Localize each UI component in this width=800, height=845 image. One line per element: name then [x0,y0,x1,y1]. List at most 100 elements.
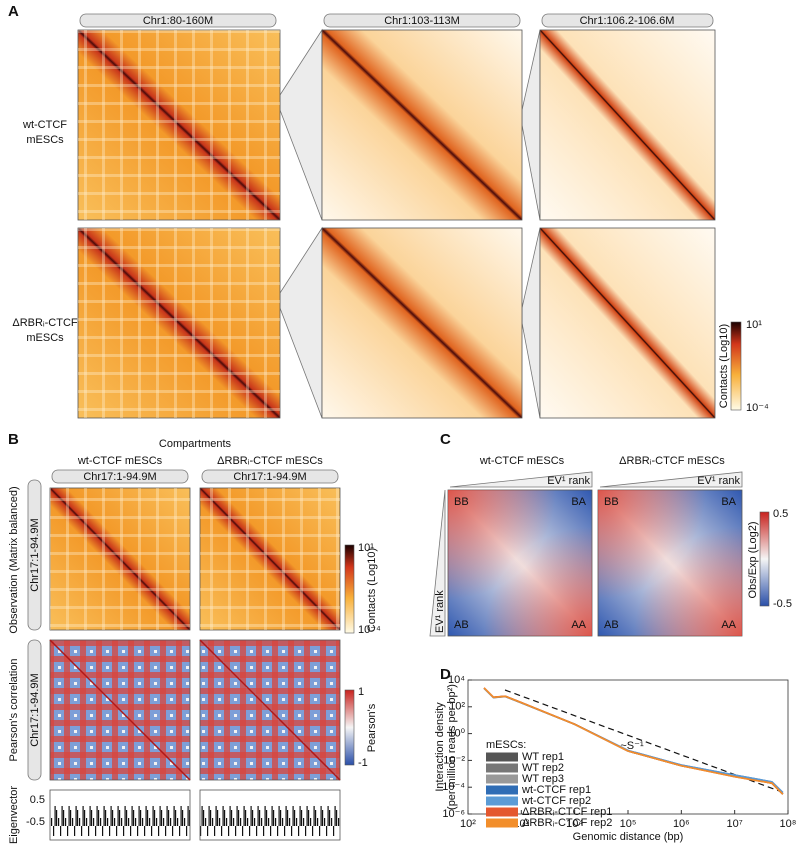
panel-c-maps [429,471,770,637]
y-tick-label: 10⁻⁶ [442,808,465,820]
corner-label: BB [454,496,469,508]
header-pill [201,469,339,484]
legend-label: wt-CTCF rep1 [521,784,591,796]
header-pill [27,639,42,781]
eigenvector-track [49,789,191,841]
y-tick-label: 10⁴ [448,674,465,686]
legend-swatch [486,796,518,806]
legend-label: wt-CTCF rep2 [521,795,591,807]
heatmap [539,29,716,221]
corner-label: AB [604,619,619,631]
heatmap-texture [200,488,340,630]
region-header: Chr17:1-94.9M [233,471,306,483]
series-line [483,687,784,795]
row-label: mESCs [26,332,64,344]
row-label: Observation (Matrix balanced) [8,486,20,633]
rank-wedge [599,471,743,488]
legend-swatch [486,752,518,762]
legend-label: ΔRBRᵢ-CTCF rep1 [522,806,612,818]
eigenvector-track [199,789,341,841]
header-pill [541,13,714,28]
rank-label: EV¹ rank [547,475,590,487]
colorbar-tick: 10⁻⁴ [358,624,381,636]
zoom-connector [279,28,323,221]
x-tick-label: 10⁵ [620,818,637,830]
region-header: Chr17:1-94.9M [83,471,156,483]
row-label: wt-CTCF [22,119,67,131]
saddle-shade [448,490,592,636]
column-title: wt-CTCF mESCs [479,455,565,467]
panel-b-maps [27,469,355,841]
column-title: wt-CTCF mESCs [77,455,163,467]
header-pill [323,13,521,28]
panel-label: A [8,3,19,20]
header-pill [51,469,189,484]
legend-swatch [486,774,518,784]
x-tick-label: 10⁶ [673,818,690,830]
panel-a-maps [77,13,742,419]
legend-swatch [486,763,518,773]
colorbar [759,511,770,607]
heatmap [321,29,523,221]
zoom-connector [279,226,323,419]
rank-label: EV¹ rank [697,475,740,487]
row-label: Pearson's correlation [8,659,20,762]
heatmap-texture [78,30,280,220]
column-title: ΔRBRᵢ-CTCF mESCs [619,455,725,467]
colorbar-tick: 10¹ [358,542,374,554]
row-label: ΔRBRᵢ-CTCF [12,317,78,329]
region-header: Chr1:103-113M [384,15,460,27]
axis-tick: 0.5 [30,794,45,806]
legend-label: ΔRBRᵢ-CTCF rep2 [522,817,612,829]
panel-label: D [440,666,451,683]
colorbar-label: Contacts (Log10) [366,548,378,632]
colorbar [344,689,355,766]
legend-title: mESCs: [486,739,526,751]
colorbar-label: Obs/Exp (Log2) [747,521,759,598]
y-axis-label: (per million reads per bp²) [446,684,458,810]
x-tick-label: 10⁷ [727,818,743,830]
diagonal [199,639,341,781]
region-header: Chr1:80-160M [143,15,213,27]
legend-swatch [486,785,518,795]
heatmap [321,227,523,419]
region-header: Chr17:1-94.9M [29,673,41,746]
heatmap-texture [50,488,190,630]
colorbar-tick: 1 [358,686,364,698]
legend-label: WT rep1 [522,751,564,763]
corner-label: BA [721,496,736,508]
x-tick-label: 10² [460,818,476,830]
colorbar-tick: 10¹ [746,319,762,331]
legend-swatch [486,807,518,817]
section-title: Compartments [159,438,232,450]
corner-label: BA [571,496,586,508]
y-tick-label: 10⁻⁴ [442,781,465,793]
y-axis-label: Interaction density [434,702,446,792]
colorbar-tick: 10⁻⁴ [746,402,769,414]
row-label: mESCs [26,134,64,146]
colorbar-label: Contacts (Log10) [718,324,730,408]
corner-label: AB [454,619,469,631]
y-tick-label: 10⁻² [443,754,465,766]
panel-label: C [440,431,451,448]
x-tick-label: 10⁴ [566,818,583,830]
legend-label: WT rep3 [522,773,564,785]
y-tick-label: 10⁰ [448,728,465,740]
saddle-shade [598,490,742,636]
legend-label: WT rep2 [522,762,564,774]
colorbar-label: Pearson's [366,703,378,752]
rank-wedge [449,471,593,488]
colorbar [730,321,742,411]
corner-label: AA [721,619,736,631]
corner-label: AA [571,619,586,631]
zoom-connector [521,227,541,419]
region-header: Chr17:1-94.9M [29,518,41,591]
x-tick-label: 10⁸ [780,818,797,830]
x-axis-label: Genomic distance (bp) [573,831,684,843]
colorbar [344,544,355,634]
row-label: Eigenvector [8,786,20,844]
header-pill [27,479,42,631]
column-title: ΔRBRᵢ-CTCF mESCs [217,455,323,467]
diagonal [49,639,191,781]
